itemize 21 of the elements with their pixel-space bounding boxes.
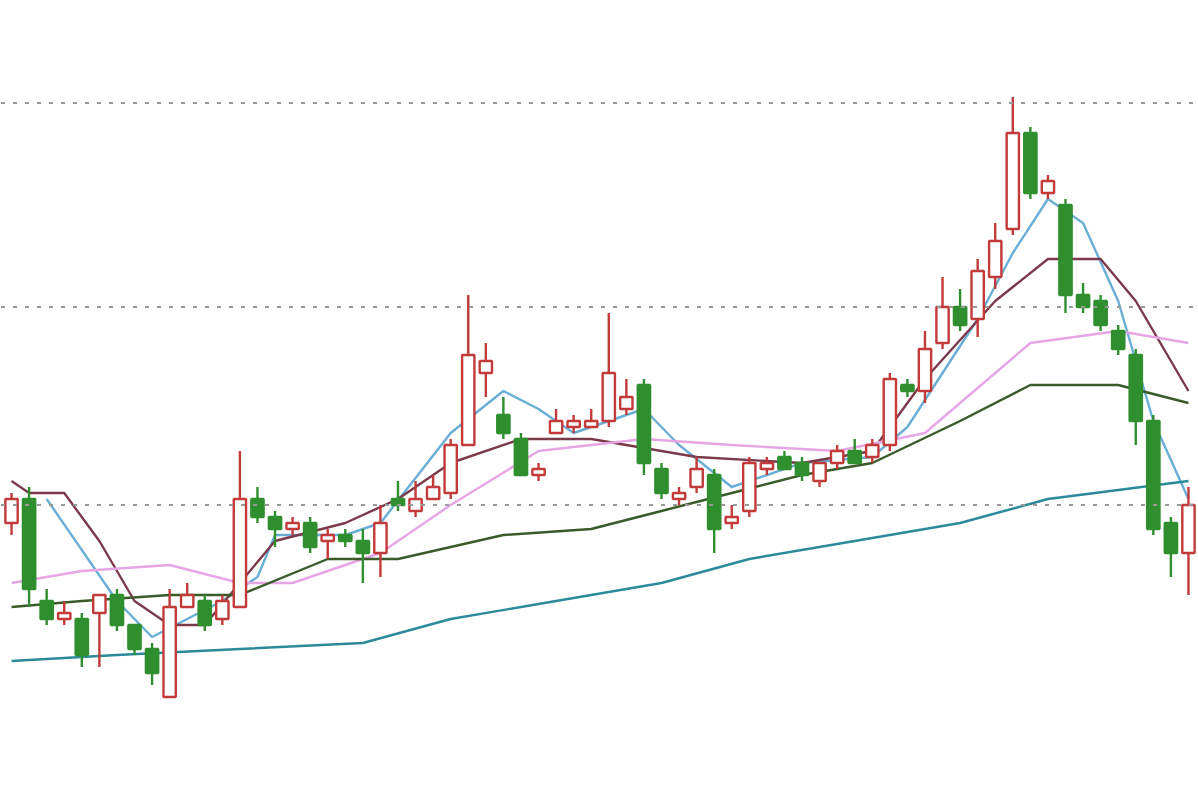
candlestick	[320, 527, 336, 561]
candlestick	[689, 455, 704, 495]
candlestick	[197, 593, 213, 633]
candlestick	[1040, 173, 1056, 201]
candlestick	[917, 329, 933, 405]
candlestick	[724, 503, 740, 531]
candlestick	[513, 431, 529, 477]
candlestick	[74, 611, 90, 669]
candlestick	[952, 287, 968, 333]
candlestick	[1181, 485, 1196, 597]
candlestick	[4, 491, 19, 537]
candlestick	[496, 395, 511, 441]
candlestick	[847, 437, 863, 465]
candlestick	[1110, 323, 1126, 357]
candlestick	[935, 275, 950, 351]
candlestick	[92, 593, 107, 669]
candlestick	[56, 599, 72, 627]
candlestick	[39, 587, 55, 627]
candlestick	[373, 503, 388, 579]
candlestick	[654, 461, 669, 501]
candlestick	[302, 515, 318, 555]
